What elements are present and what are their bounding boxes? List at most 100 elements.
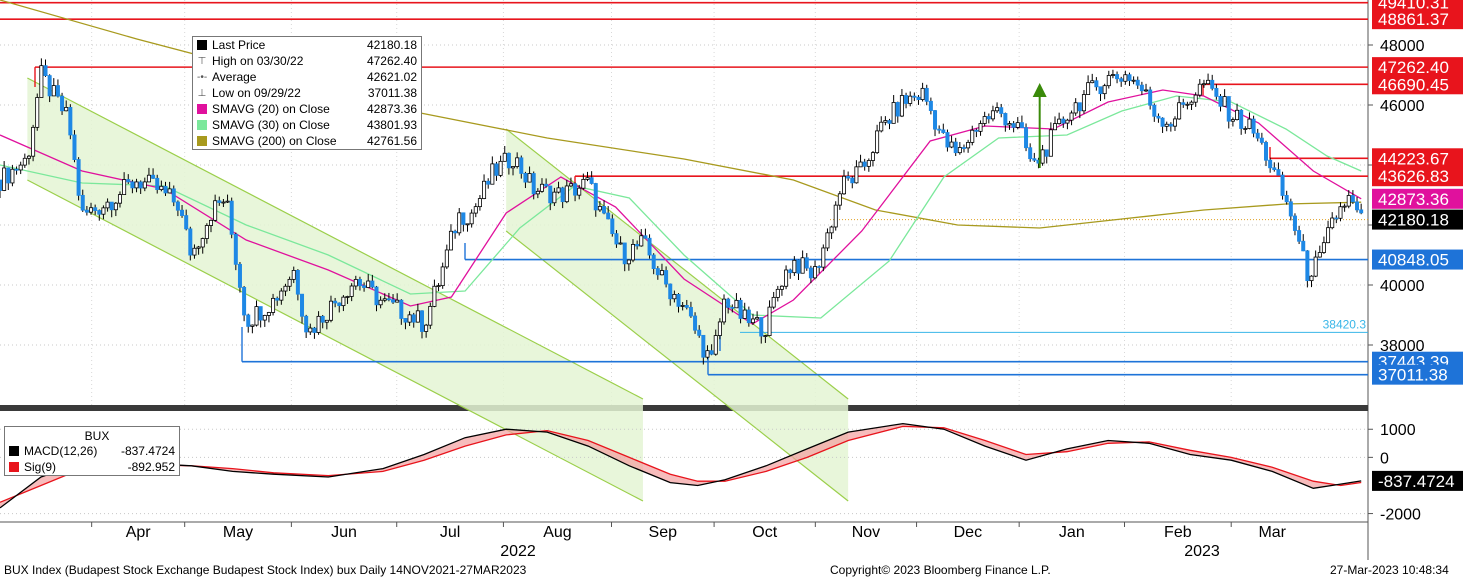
- candle-body: [382, 298, 387, 301]
- legend-value: 42873.36: [366, 102, 417, 116]
- candle-body: [1210, 79, 1215, 89]
- candle-body: [490, 163, 495, 185]
- candle-body: [300, 293, 305, 317]
- macd-y-tick-label: -2000: [1380, 507, 1421, 524]
- candle-body: [1135, 79, 1140, 86]
- candle-body: [1251, 118, 1256, 134]
- candle-body: [705, 350, 710, 358]
- candle-body: [122, 179, 127, 195]
- candle-body: [970, 129, 975, 143]
- price-level-label: 46690.45: [1378, 75, 1449, 94]
- price-level-badge: [1372, 364, 1463, 385]
- candle-body: [126, 179, 131, 183]
- candle-body: [755, 317, 760, 320]
- candle-body: [39, 65, 44, 98]
- candle-body: [188, 228, 193, 256]
- candle-body: [349, 285, 354, 297]
- candle-body: [1288, 201, 1293, 217]
- legend-row: ⊥ Low on 09/29/22 37011.38: [193, 85, 421, 101]
- channel-upper-line: [505, 128, 849, 400]
- candle-body: [602, 206, 607, 214]
- candle-body: [266, 312, 271, 316]
- candle-body: [51, 85, 56, 97]
- candle-body: [35, 97, 40, 128]
- candle-body: [1081, 94, 1086, 112]
- candle-body: [477, 198, 482, 208]
- candle-body: [64, 107, 69, 112]
- candle-body: [341, 296, 346, 307]
- candle-body: [320, 315, 325, 323]
- candle-body: [1297, 230, 1302, 242]
- macd-signal-fill: [0, 423, 1362, 508]
- candle-body: [407, 314, 412, 323]
- candle-body: [614, 233, 619, 245]
- candle-body: [990, 110, 995, 120]
- candle-body: [618, 242, 623, 245]
- candle-body: [411, 314, 416, 323]
- candle-body: [424, 324, 429, 332]
- candle-body: [564, 185, 569, 203]
- trend-channel: [506, 129, 849, 501]
- candle-body: [535, 190, 540, 195]
- legend-row: MACD(12,26) -837.4724: [5, 443, 179, 459]
- channel-upper-line: [27, 77, 644, 400]
- legend-row: ⊤ High on 03/30/22 47262.40: [193, 53, 421, 69]
- candle-body: [1359, 209, 1364, 214]
- price-panel: 3800040000460004800049410.3148861.374726…: [0, 0, 1463, 560]
- candle-body: [6, 167, 11, 184]
- candle-body: [1247, 118, 1252, 129]
- candle-body: [1276, 169, 1281, 176]
- candle-body: [1003, 113, 1008, 126]
- candle-body: [1326, 227, 1331, 244]
- candle-body: [200, 238, 205, 248]
- candle-body: [1048, 129, 1053, 157]
- candle-body: [1011, 123, 1016, 128]
- candle-body: [866, 160, 871, 167]
- x-tick-label: Sep: [649, 524, 678, 541]
- candle-body: [701, 334, 706, 358]
- candle-body: [573, 183, 578, 196]
- candle-body: [941, 129, 946, 133]
- candle-body: [1334, 217, 1339, 220]
- candle-body: [581, 178, 586, 189]
- candle-body: [89, 207, 94, 213]
- legend-label: Low on 09/29/22: [212, 86, 301, 100]
- candle-body: [469, 212, 474, 225]
- candle-body: [47, 75, 52, 97]
- legend-value: 42621.02: [366, 70, 417, 84]
- candle-body: [527, 173, 532, 183]
- candle-body: [593, 183, 598, 211]
- legend-label: SMAVG (20) on Close: [212, 102, 330, 116]
- candle-body: [155, 177, 160, 190]
- legend-label: Average: [212, 70, 257, 84]
- candle-body: [242, 286, 247, 316]
- candle-body: [746, 309, 751, 324]
- legend-value: 42180.18: [366, 38, 417, 52]
- candle-body: [428, 305, 433, 326]
- price-level-badge: [1372, 74, 1463, 95]
- candle-body: [928, 100, 933, 111]
- candle-body: [403, 318, 408, 323]
- candle-body: [436, 285, 441, 288]
- candle-body: [651, 254, 656, 269]
- candle-body: [420, 310, 425, 332]
- candle-body: [957, 147, 962, 154]
- candle-body: [697, 329, 702, 336]
- channel-lower-line: [27, 179, 644, 502]
- candle-body: [779, 285, 784, 290]
- candle-body: [1239, 109, 1244, 129]
- candle-body: [1350, 195, 1355, 203]
- candle-body: [1119, 78, 1124, 82]
- candle-body: [1268, 159, 1273, 169]
- legend-label: High on 03/30/22: [212, 54, 304, 68]
- candle-body: [825, 232, 830, 249]
- candle-body: [1156, 115, 1161, 119]
- legend-glyph-icon: ⊤: [197, 55, 207, 67]
- candle-body: [237, 263, 242, 288]
- price-level-label: 40848.05: [1378, 251, 1449, 270]
- candle-body: [196, 246, 201, 249]
- candle-body: [1015, 122, 1020, 128]
- last-value-label: 42873.36: [1378, 190, 1449, 209]
- candle-body: [391, 299, 396, 303]
- candle-body: [254, 306, 259, 326]
